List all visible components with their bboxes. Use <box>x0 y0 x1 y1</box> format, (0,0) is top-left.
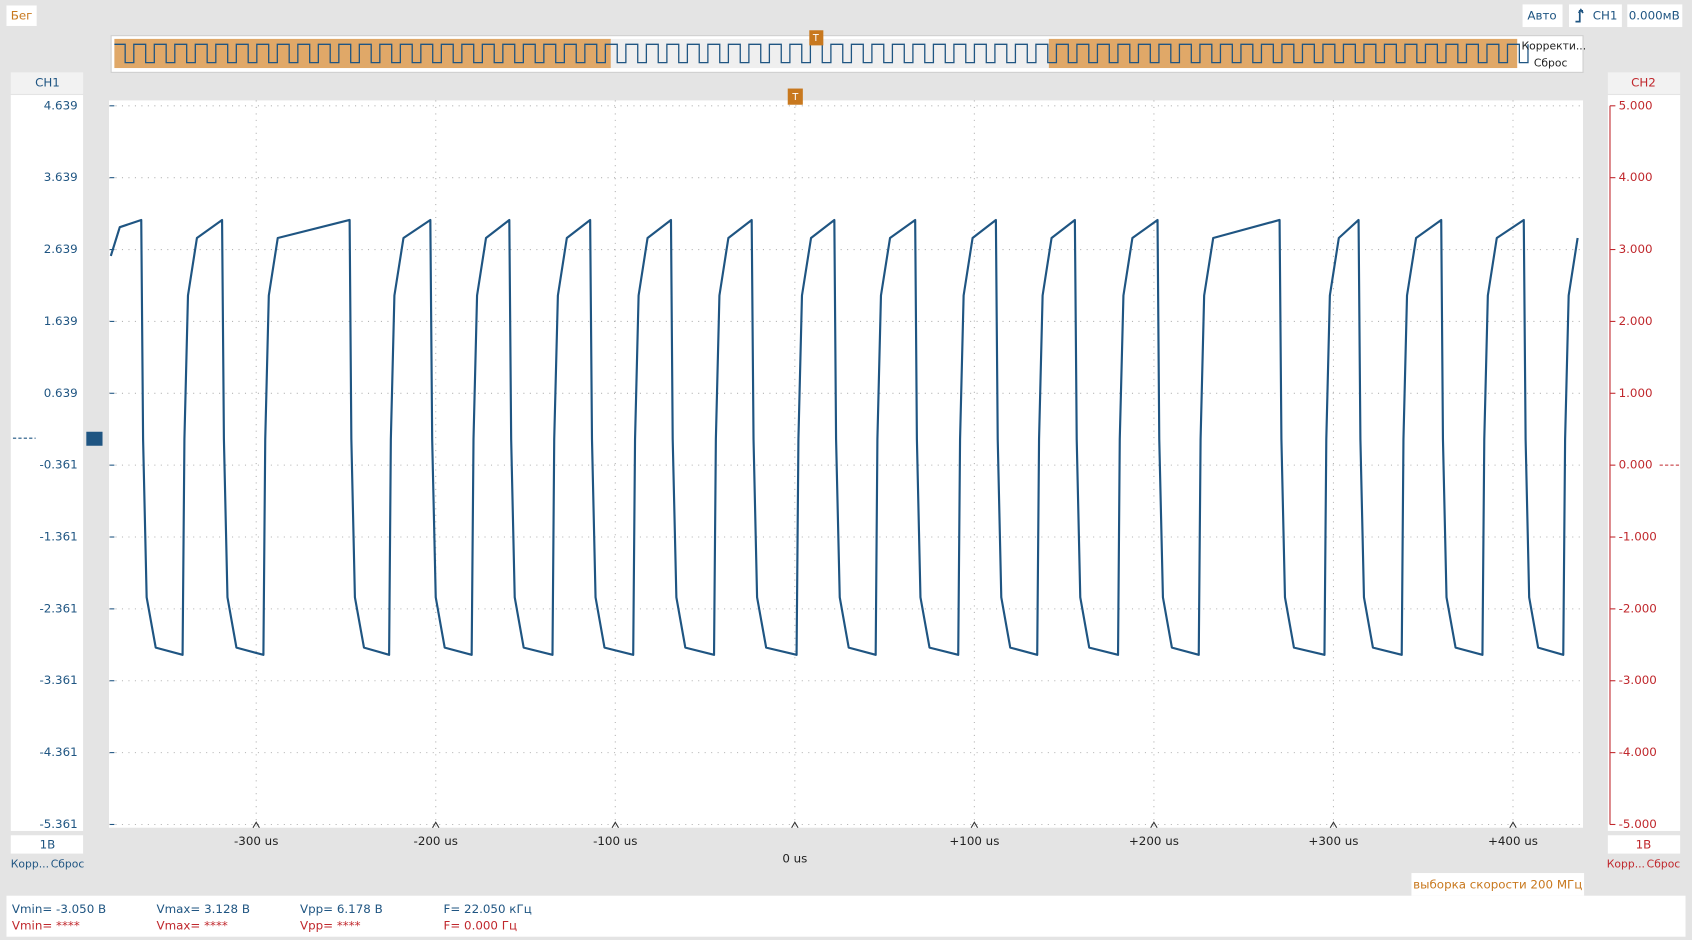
x-tick-label: 0 us <box>782 852 807 866</box>
y-tick-label: 2.639 <box>44 242 78 256</box>
x-tick <box>252 821 260 828</box>
measurement: F= 22.050 кГц <box>444 902 532 916</box>
trigger-source-label[interactable]: CH1 <box>1593 9 1618 23</box>
mode-button[interactable] <box>1522 4 1563 28</box>
overview-reset-button[interactable]: Сброс <box>1534 57 1568 70</box>
trigger-marker-label: T <box>791 92 798 103</box>
x-tick <box>1150 821 1158 828</box>
x-tick-label: -300 us <box>234 834 278 848</box>
mode-label[interactable]: Авто <box>1527 9 1556 23</box>
y2-tick-label: -4.000 <box>1619 745 1657 759</box>
y-tick-label: 3.639 <box>44 170 78 184</box>
ch2-scale: 1В <box>1636 837 1652 851</box>
trigger-marker[interactable] <box>787 88 803 105</box>
x-tick <box>611 821 619 828</box>
overview-hidden-left <box>114 38 611 69</box>
measurement: Vpp= **** <box>300 918 361 932</box>
ch1-axis-panel <box>10 95 84 831</box>
measurement: Vmin= **** <box>12 918 80 932</box>
ch2-scale-box <box>1607 835 1681 854</box>
overview-trigger-label: T <box>812 33 819 44</box>
overview-trigger-marker <box>809 30 824 46</box>
x-tick <box>432 821 440 828</box>
y-tick-label: 1.639 <box>44 314 78 328</box>
x-tick <box>1509 821 1517 828</box>
x-tick <box>791 821 799 828</box>
y2-tick-label: 1.000 <box>1619 386 1653 400</box>
run-label[interactable]: Бег <box>11 9 33 23</box>
y-tick-label: 0.639 <box>44 386 78 400</box>
ch2-correct-button[interactable]: Корр... <box>1607 857 1645 870</box>
plot: 4.639 3.639 2.639 1.639 0.639 -0.361 -1.361 -2.… <box>39 98 1656 865</box>
y-tick-label: -3.361 <box>39 673 77 687</box>
overview-hidden-right <box>1048 38 1518 69</box>
ch2-header <box>1607 72 1681 94</box>
y2-tick-label: -2.000 <box>1619 601 1657 615</box>
y2-tick-label: 3.000 <box>1619 242 1653 256</box>
y-tick-label: 4.639 <box>44 98 78 112</box>
x-tick-label: -200 us <box>414 834 458 848</box>
trigger-level-label[interactable]: 0.000мВ <box>1629 9 1680 23</box>
ch1-correct-button[interactable]: Корр... <box>11 857 49 870</box>
ch1-ground-marker[interactable] <box>86 431 103 446</box>
measurement: Vmax= **** <box>156 918 227 932</box>
y-tick-label: -4.361 <box>39 745 77 759</box>
sample-rate: выборка скорости 200 МГц <box>1413 877 1582 891</box>
y-tick-label: -1.361 <box>39 530 77 544</box>
ch1-scale-box <box>10 835 84 854</box>
y2-tick-label: -3.000 <box>1619 673 1657 687</box>
x-tick-label: +300 us <box>1308 834 1358 848</box>
x-tick-label: +400 us <box>1488 834 1538 848</box>
ch2-label: CH2 <box>1631 76 1656 90</box>
ch1-header <box>10 72 84 94</box>
trigger-edge-icon <box>1575 8 1584 23</box>
overview-wave <box>114 43 1529 64</box>
x-tick <box>1329 821 1338 828</box>
measurement-panel <box>6 895 1686 937</box>
x-tick-label: +200 us <box>1129 834 1179 848</box>
y2-tick-label: -5.000 <box>1619 817 1657 831</box>
ch1-scale: 1В <box>40 837 56 851</box>
ch1-label: CH1 <box>35 76 60 90</box>
trigger-level-button[interactable] <box>1627 4 1683 28</box>
y-tick-label: -2.361 <box>39 601 77 615</box>
measurements: Vmin= -3.050 В Vmax= 3.128 В Vpp= 6.178 В F… <box>12 902 532 932</box>
y2-tick-label: -1.000 <box>1619 530 1657 544</box>
ch1-reset-button[interactable]: Сброс <box>51 857 85 870</box>
measurement: Vpp= 6.178 В <box>300 902 383 916</box>
plot-area <box>108 100 1584 828</box>
overview-trace <box>114 43 1529 64</box>
measurement: Vmin= -3.050 В <box>12 902 106 916</box>
ch2-axis-panel <box>1607 95 1681 831</box>
waveform <box>109 218 1579 656</box>
y2-tick-label: 2.000 <box>1619 314 1653 328</box>
overview-correct-button[interactable]: Корректи... <box>1522 39 1587 52</box>
y2-tick-label: 5.000 <box>1619 98 1653 112</box>
y-tick-label: -5.361 <box>39 817 77 831</box>
y2-tick-label: 4.000 <box>1619 170 1653 184</box>
ch2-reset-button[interactable]: Сброс <box>1647 857 1681 870</box>
x-tick-label: +100 us <box>949 834 999 848</box>
measurement: Vmax= 3.128 В <box>156 902 250 916</box>
measurement: F= 0.000 Гц <box>444 918 518 932</box>
y-tick-label: -0.361 <box>39 458 77 472</box>
x-tick-label: -100 us <box>593 834 637 848</box>
sample-rate-box <box>1411 873 1585 896</box>
run-button[interactable] <box>6 5 37 26</box>
y2-tick-label: 0.000 <box>1619 458 1653 472</box>
x-tick <box>970 821 979 828</box>
